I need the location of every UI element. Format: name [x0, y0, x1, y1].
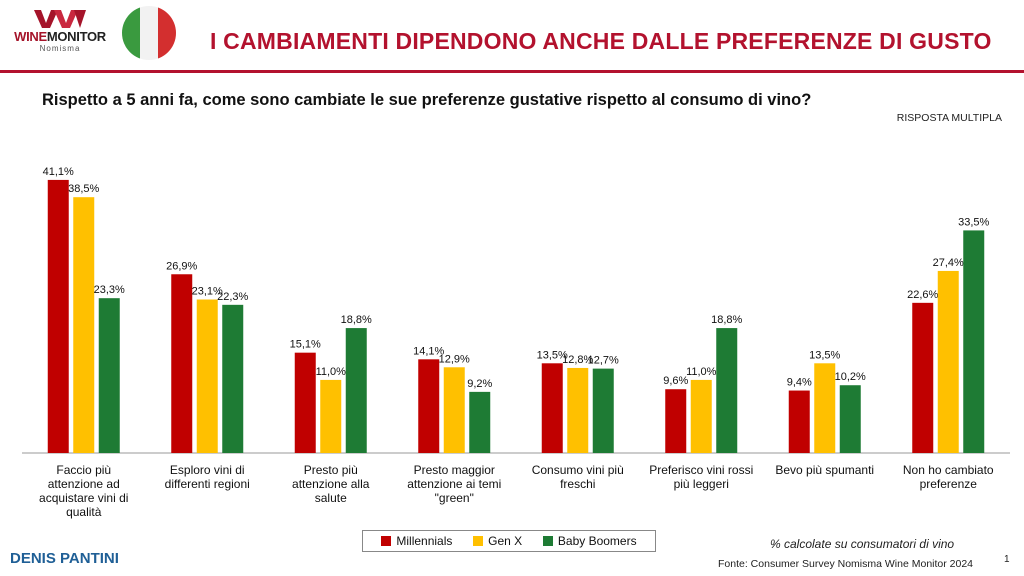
- category-label-8: Non ho cambiato preferenze: [903, 463, 994, 491]
- page-number: 1: [1004, 554, 1010, 565]
- data-label-1-1: 41,1%: [43, 166, 74, 178]
- bar-3-6: [716, 328, 738, 453]
- bar-3-8: [963, 230, 985, 453]
- wine-monitor-logo: WINEMONITOR Nomisma: [10, 8, 110, 68]
- category-label-4: Presto maggior attenzione ai temi "green": [407, 463, 501, 505]
- legend-swatch-boomers: [542, 536, 553, 546]
- bar-3-3: [345, 328, 367, 453]
- bar-1-7: [788, 390, 810, 453]
- category-label-2: Esploro vini di differenti regioni: [165, 463, 250, 491]
- data-label-1-4: 14,1%: [413, 345, 444, 357]
- bar-2-2: [196, 299, 218, 453]
- bar-1-6: [665, 389, 687, 453]
- bar-3-2: [222, 304, 244, 453]
- legend-item-boomers: Baby Boomers: [542, 534, 637, 548]
- data-label-3-7: 10,2%: [835, 371, 866, 383]
- data-label-1-7: 9,4%: [787, 377, 812, 389]
- response-type: RISPOSTA MULTIPLA: [896, 112, 1002, 124]
- data-label-2-1: 38,5%: [68, 183, 99, 195]
- italian-flag-icon: [122, 6, 176, 60]
- calculation-note: % calcolate su consumatori di vino: [770, 537, 955, 551]
- data-label-2-5: 12,8%: [562, 354, 593, 366]
- bar-1-1: [47, 179, 69, 453]
- legend-label-boomers: Baby Boomers: [557, 534, 637, 548]
- data-label-1-2: 26,9%: [166, 260, 197, 272]
- bar-2-1: [73, 197, 95, 453]
- bar-2-4: [443, 367, 465, 453]
- data-label-2-7: 13,5%: [809, 349, 840, 361]
- logo-brand: WINEMONITOR: [14, 29, 106, 44]
- legend-swatch-millennials: [381, 536, 392, 546]
- title-divider: [0, 70, 1024, 73]
- data-label-3-8: 33,5%: [958, 216, 989, 228]
- category-label-5: Consumo vini più freschi: [532, 463, 624, 491]
- bar-1-3: [294, 352, 316, 453]
- category-label-6: Preferisco vini rossi più leggeri: [649, 463, 753, 491]
- data-label-2-8: 27,4%: [933, 257, 964, 269]
- bar-1-2: [171, 274, 193, 453]
- legend-item-genx: Gen X: [473, 534, 522, 548]
- legend-label-genx: Gen X: [488, 534, 523, 548]
- legend-item-millennials: Millennials: [381, 534, 452, 548]
- data-label-1-5: 13,5%: [537, 349, 568, 361]
- legend-swatch-genx: [473, 536, 484, 546]
- data-label-3-6: 18,8%: [711, 314, 742, 326]
- chart-legend: Millennials Gen X Baby Boomers: [362, 530, 656, 552]
- data-label-2-2: 23,1%: [192, 286, 223, 298]
- survey-question: Rispetto a 5 anni fa, come sono cambiate…: [42, 91, 812, 109]
- data-label-3-2: 22,3%: [217, 291, 248, 303]
- bar-3-4: [469, 391, 491, 453]
- data-label-3-1: 23,3%: [94, 284, 125, 296]
- legend-label-millennials: Millennials: [396, 534, 453, 548]
- data-label-3-5: 12,7%: [588, 355, 619, 367]
- logo-sub: Nomisma: [39, 44, 81, 53]
- data-label-2-3: 11,0%: [316, 366, 347, 378]
- bar-1-5: [541, 363, 563, 453]
- data-label-3-3: 18,8%: [341, 314, 372, 326]
- bar-2-7: [814, 363, 836, 453]
- author-name: DENIS PANTINI: [10, 550, 119, 567]
- data-label-1-8: 22,6%: [907, 289, 938, 301]
- bar-2-3: [320, 379, 342, 453]
- logo-mark-icon: [34, 10, 86, 28]
- bar-3-7: [839, 385, 861, 453]
- page-title: I CAMBIAMENTI DIPENDONO ANCHE DALLE PREF…: [210, 28, 992, 54]
- category-label-1: Faccio più attenzione ad acquistare vini d…: [39, 463, 128, 519]
- bar-2-8: [937, 270, 959, 453]
- bar-1-8: [912, 302, 934, 453]
- category-label-7: Bevo più spumanti: [775, 463, 874, 477]
- bar-3-5: [592, 368, 614, 453]
- data-label-1-6: 9,6%: [663, 375, 688, 387]
- source-note: Fonte: Consumer Survey Nomisma Wine Moni…: [718, 558, 974, 570]
- data-label-2-6: 11,0%: [686, 366, 717, 378]
- category-label-3: Presto più attenzione alla salute: [292, 463, 370, 505]
- bar-2-5: [567, 367, 589, 453]
- data-label-3-4: 9,2%: [467, 378, 492, 390]
- data-label-1-3: 15,1%: [290, 339, 321, 351]
- bar-chart: 41,1% 38,5% 23,3% Faccio più attenzione ad ac…: [22, 166, 1010, 519]
- bar-1-4: [418, 359, 440, 453]
- bar-2-6: [690, 379, 712, 453]
- data-label-2-4: 12,9%: [439, 353, 470, 365]
- bar-3-1: [98, 298, 120, 453]
